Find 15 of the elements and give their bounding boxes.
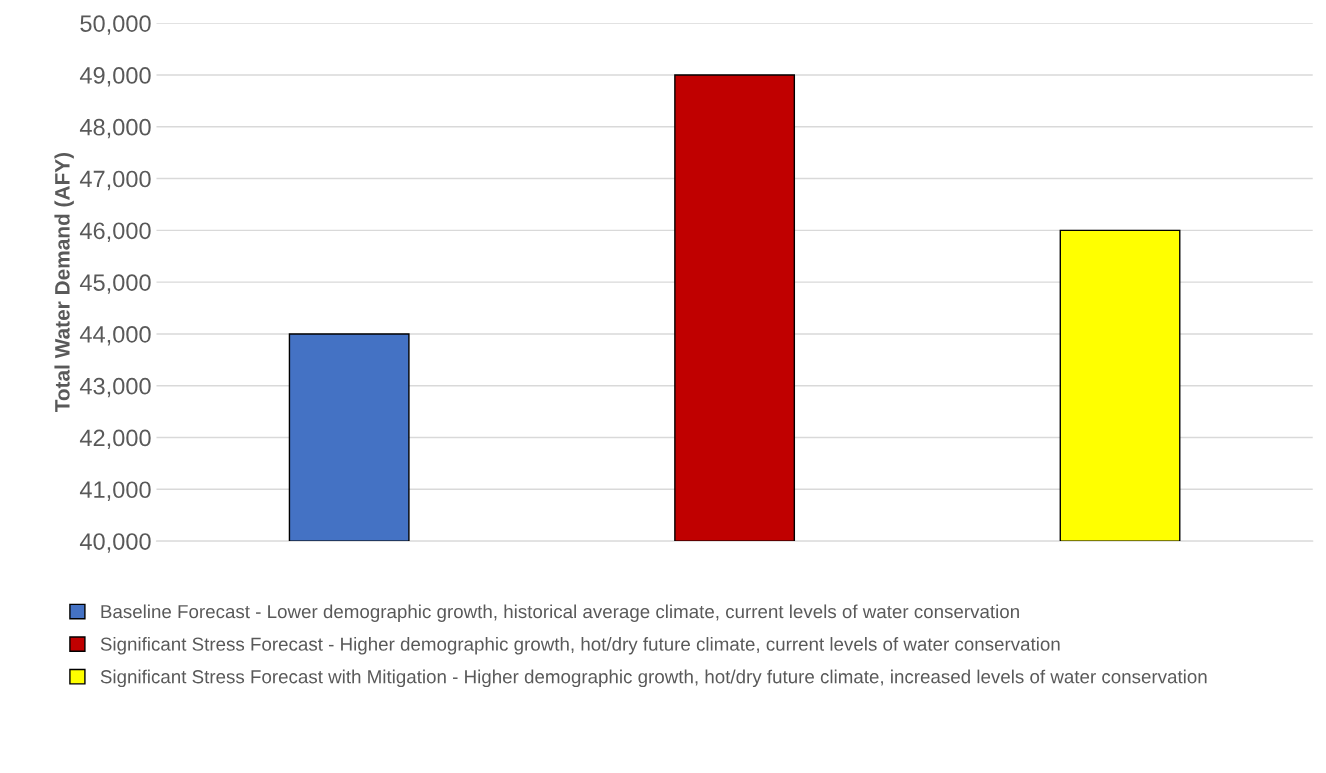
y-tick-label: 46,000 bbox=[79, 222, 151, 242]
y-tick-label: 50,000 bbox=[80, 15, 151, 35]
y-tick-label: 41,000 bbox=[79, 481, 151, 501]
y-tick-label: 42,000 bbox=[79, 429, 151, 450]
y-tick-label: 44,000 bbox=[79, 326, 151, 346]
y-tick-label: 40,000 bbox=[79, 533, 151, 553]
legend-label: Significant Stress Forecast with Mitigation - Higher demographic growth, hot/dry future climate, increased levels of water conservation bbox=[100, 669, 1207, 688]
legend-label: Baseline Forecast - Lower demographic growth, historical average climate, current levels of water conservation bbox=[101, 604, 1019, 622]
y-tick-label: 45,000 bbox=[79, 274, 151, 294]
y-tick-label: 48,000 bbox=[79, 118, 151, 139]
y-tick-label: 49,000 bbox=[79, 67, 151, 87]
y-tick-label: 43,000 bbox=[79, 377, 151, 398]
legend-label: Significant Stress Forecast - Higher demographic growth, hot/dry future climate, current levels of water conservation bbox=[100, 637, 1060, 655]
y-axis-title: Total Water Demand (AFY) bbox=[54, 152, 74, 413]
y-tick-label: 47,000 bbox=[79, 170, 151, 191]
